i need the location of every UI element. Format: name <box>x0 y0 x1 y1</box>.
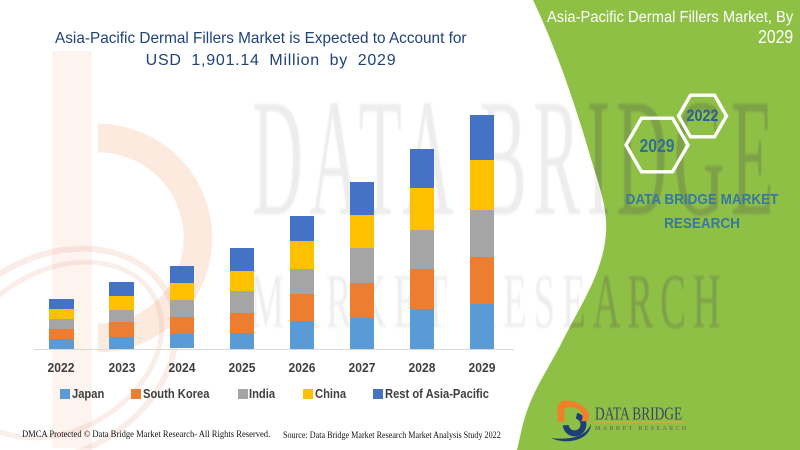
svg-text:MARKET RESEARCH: MARKET RESEARCH <box>595 425 689 432</box>
svg-text:DATA BRIDGE: DATA BRIDGE <box>595 405 682 424</box>
